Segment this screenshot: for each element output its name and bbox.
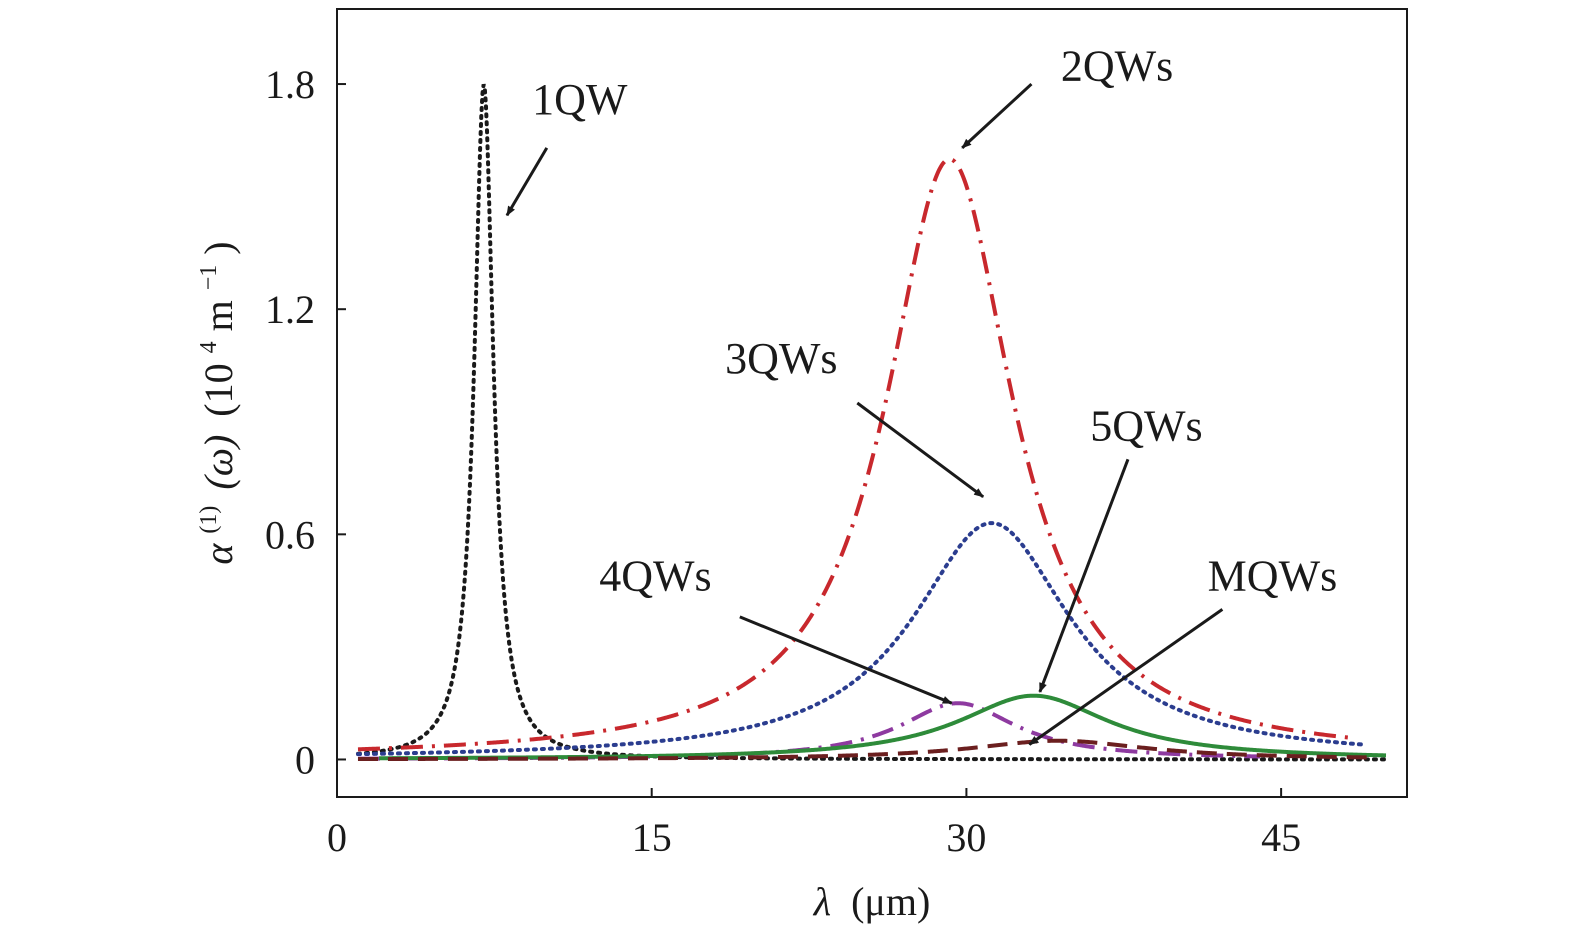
annotation-label-mqws: MQWs (1208, 552, 1338, 601)
y-axis-label-unit-suffix-exponent: −1 (196, 265, 222, 291)
annotation-label-2qws: 2QWs (1061, 41, 1173, 90)
annotation-label-4qws: 4QWs (599, 552, 711, 601)
x-tick-label: 0 (327, 815, 347, 860)
annotation-arrow-1qw (505, 147, 549, 217)
annotation-arrow-2qws (961, 82, 1033, 149)
y-axis-label-superscript: (1) (196, 506, 222, 534)
y-tick-label: 1.8 (265, 62, 315, 107)
annotation-arrow-mqws (1028, 608, 1224, 746)
y-axis: 0 0.6 1.2 1.8 (265, 62, 346, 782)
y-tick-label: 0 (295, 737, 315, 782)
series-line-mqws (357, 738, 1376, 762)
x-axis-label-unit: (μm) (851, 879, 930, 924)
series-line-3qws (355, 521, 1368, 757)
y-axis-label-unit-close: ) (196, 241, 241, 254)
series-line-2qws (357, 157, 1355, 752)
annotation-layer: 1QW 2QWs 3QWs 4QWs 5QWs MQWs (505, 41, 1338, 746)
x-tick-label: 45 (1261, 815, 1301, 860)
y-tick-label: 0.6 (265, 512, 315, 557)
y-axis-label-unit-prefix: (10 (196, 363, 241, 416)
y-axis-label-symbol: α (196, 543, 241, 565)
annotation-label-5qws: 5QWs (1090, 402, 1202, 451)
series-layer (355, 83, 1389, 762)
annotation-label-3qws: 3QWs (725, 334, 837, 383)
series-line-1qw (355, 83, 1389, 762)
x-tick-label: 30 (946, 815, 986, 860)
x-axis-label: λ (μm) (813, 879, 931, 924)
y-axis-label-unit-mid: m (196, 300, 241, 331)
y-axis-label: α (1) (ω) (10 4 m −1 ) (180, 241, 241, 564)
x-tick-label: 15 (632, 815, 672, 860)
annotation-arrow-3qws (856, 401, 985, 499)
y-axis-label-argument: (ω) (196, 435, 241, 490)
y-axis-label-unit-exponent: 4 (196, 341, 222, 353)
annotation-label-1qw: 1QW (532, 75, 628, 124)
y-tick-label: 1.2 (265, 287, 315, 332)
x-axis: 0 15 30 45 (327, 788, 1301, 860)
plot-frame (336, 8, 1408, 798)
annotation-arrow-4qws (739, 615, 953, 705)
annotation-arrow-5qws (1038, 458, 1130, 693)
x-axis-label-symbol: λ (813, 879, 831, 924)
